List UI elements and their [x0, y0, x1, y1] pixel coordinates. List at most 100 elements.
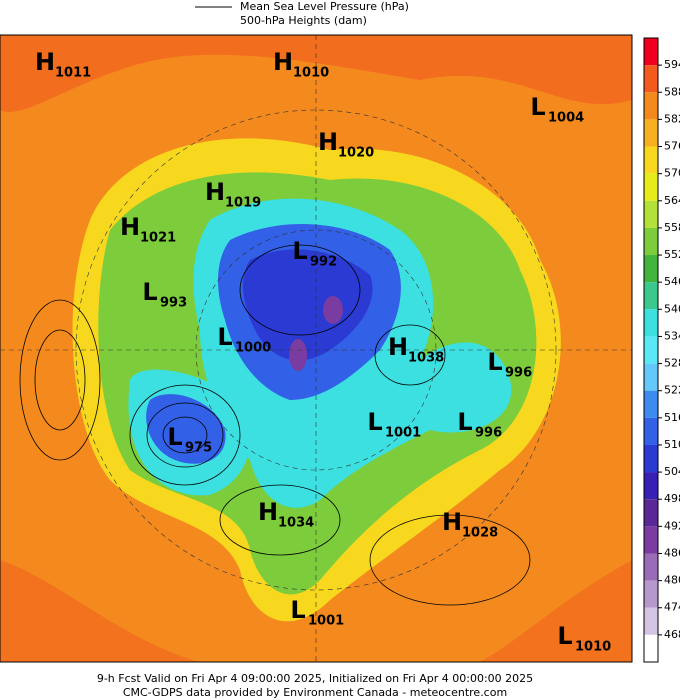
center-pressure: 1028	[462, 526, 498, 541]
center-pressure: 1001	[385, 426, 421, 441]
colorbar-swatch	[644, 92, 658, 120]
pressure-center: L 992	[292, 237, 337, 270]
colorbar-label: 570	[664, 167, 680, 180]
isobar	[369, 514, 531, 606]
colorbar-label: 528	[664, 357, 680, 370]
colorbar-swatch	[644, 309, 658, 337]
colorbar-frame	[643, 37, 659, 663]
colorbar-label: 576	[664, 140, 680, 153]
pressure-center: H 1038	[388, 333, 444, 366]
height-region	[323, 296, 343, 324]
center-pressure: 993	[160, 296, 187, 311]
colorbar-swatch	[644, 553, 658, 581]
pressure-center: L 1004	[530, 93, 584, 126]
isobar	[219, 484, 341, 556]
center-pressure: 1021	[140, 231, 176, 246]
pressure-center: H 1019	[205, 178, 261, 211]
colorbar-label: 516	[664, 411, 680, 424]
pressure-center: L 1001	[367, 408, 421, 441]
legend-line: 500-hPa Heights (dam)	[240, 14, 367, 27]
warm-region	[0, 35, 632, 112]
center-pressure: 975	[185, 441, 212, 456]
center-kind: L	[457, 408, 472, 436]
isobar	[162, 416, 208, 454]
center-kind: L	[530, 93, 545, 121]
pressure-center: H 1010	[273, 48, 329, 81]
colorbar-swatch	[644, 146, 658, 174]
center-pressure: 1011	[55, 66, 91, 81]
colorbar-label: 594	[664, 58, 680, 71]
isobar	[146, 402, 224, 468]
center-pressure: 1038	[408, 351, 444, 366]
colorbar-swatch	[644, 363, 658, 391]
pressure-center: L 996	[487, 348, 532, 381]
pressure-center: L 993	[142, 278, 187, 311]
center-kind: H	[273, 48, 293, 76]
center-pressure: 996	[475, 426, 502, 441]
height-region	[243, 249, 373, 361]
colorbar-swatch	[644, 580, 658, 608]
colorbar-swatch	[644, 499, 658, 527]
colorbar-swatch	[644, 38, 658, 66]
colorbar-label: 558	[664, 221, 680, 234]
center-pressure: 1000	[235, 341, 271, 356]
colorbar-swatch	[644, 607, 658, 635]
center-kind: H	[35, 48, 55, 76]
isobar	[19, 299, 101, 461]
colorbar-label: 468	[664, 628, 680, 641]
colorbar-swatch	[644, 119, 658, 147]
colorbar-swatch	[644, 634, 658, 662]
colorbar: 594 588 582 576 570 564 558 552 546 540 534 528 522 5…	[643, 37, 680, 663]
center-kind: L	[557, 622, 572, 650]
pressure-center: L 975	[167, 423, 212, 456]
center-kind: H	[388, 333, 408, 361]
center-pressure: 1004	[548, 111, 584, 126]
center-kind: L	[217, 323, 232, 351]
colorbar-swatch	[644, 444, 658, 473]
center-pressure: 1010	[575, 640, 611, 655]
map-frame	[0, 34, 633, 663]
colorbar-label: 474	[664, 601, 680, 614]
pressure-center: H 1021	[120, 213, 176, 246]
center-kind: L	[487, 348, 502, 376]
footer-line: 9-h Fcst Valid on Fri Apr 4 09:00:00 202…	[97, 672, 533, 685]
center-kind: H	[318, 128, 338, 156]
center-pressure: 1034	[278, 516, 314, 531]
colorbar-swatch	[644, 65, 658, 93]
isobar	[34, 329, 86, 431]
colorbar-label: 492	[664, 519, 680, 532]
colorbar-swatch	[644, 472, 658, 500]
isobar	[239, 244, 361, 336]
colorbar-swatch	[644, 227, 658, 256]
colorbar-swatch	[644, 336, 658, 364]
colorbar-swatch	[644, 417, 658, 445]
isobar	[129, 384, 241, 486]
colorbar-label: 588	[664, 85, 680, 98]
latitude-circle	[75, 109, 557, 591]
center-kind: H	[205, 178, 225, 206]
footer-line: CMC-GDPS data provided by Environment Ca…	[123, 686, 507, 699]
legend-line: Mean Sea Level Pressure (hPa)	[240, 0, 409, 13]
center-kind: L	[167, 423, 182, 451]
colorbar-swatch	[644, 255, 658, 283]
center-kind: H	[258, 498, 278, 526]
pressure-center: L 1010	[557, 622, 611, 655]
pressure-center: L 1001	[290, 596, 344, 629]
map	[0, 34, 633, 663]
colorbar-swatch	[644, 390, 658, 418]
colorbar-swatch	[644, 282, 658, 310]
center-kind: H	[120, 213, 140, 241]
colorbar-label: 498	[664, 492, 680, 505]
isobar	[374, 324, 446, 386]
center-kind: L	[367, 408, 382, 436]
colorbar-label: 540	[664, 302, 680, 315]
pressure-center: H 1011	[35, 48, 91, 81]
center-pressure: 1001	[308, 614, 344, 629]
colorbar-swatch	[644, 200, 658, 228]
center-kind: L	[142, 278, 157, 306]
center-pressure: 1010	[293, 66, 329, 81]
colorbar-label: 522	[664, 384, 680, 397]
colorbar-label: 486	[664, 546, 680, 559]
